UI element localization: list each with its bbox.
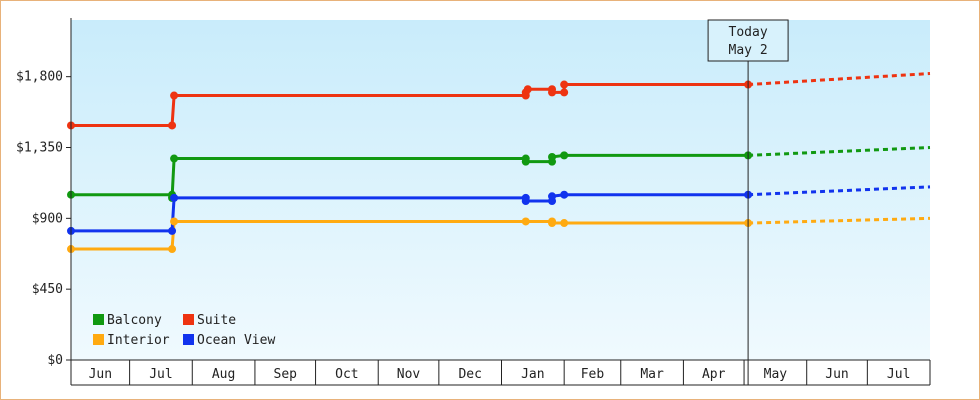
legend-swatch bbox=[93, 334, 104, 345]
series-projection-interior bbox=[748, 216, 931, 225]
legend-label: Suite bbox=[197, 313, 236, 328]
data-point bbox=[560, 151, 569, 160]
data-point bbox=[521, 217, 530, 226]
y-tick-label: $1,800 bbox=[16, 70, 63, 85]
y-tick-label: $1,350 bbox=[16, 141, 63, 156]
y-tick-label: $0 bbox=[47, 353, 63, 368]
data-point bbox=[521, 157, 530, 166]
data-point bbox=[168, 226, 177, 235]
data-point bbox=[168, 121, 177, 130]
legend-swatch bbox=[183, 334, 194, 345]
data-point bbox=[170, 217, 179, 226]
series-projection-balcony bbox=[748, 146, 931, 157]
data-point bbox=[523, 85, 532, 94]
x-tick-label: Sep bbox=[274, 367, 298, 382]
today-label-box bbox=[707, 19, 789, 62]
x-tick-label: Jun bbox=[825, 367, 848, 382]
legend: Balcony Suite Interior Ocean View bbox=[93, 313, 275, 348]
data-point bbox=[170, 193, 179, 202]
x-tick-label: Jul bbox=[149, 367, 172, 382]
x-tick-label: Jan bbox=[521, 367, 544, 382]
x-tick-label: Jun bbox=[89, 367, 112, 382]
x-tick-label: Jul bbox=[887, 367, 910, 382]
legend-swatch bbox=[93, 314, 104, 325]
data-point bbox=[548, 192, 557, 201]
data-point bbox=[170, 91, 179, 100]
x-tick-label: Mar bbox=[640, 367, 664, 382]
legend-label: Balcony bbox=[107, 313, 162, 328]
plot-area bbox=[71, 20, 930, 360]
x-tick-label: Apr bbox=[702, 367, 726, 382]
x-tick-label: May bbox=[764, 367, 788, 382]
x-tick-label: Feb bbox=[581, 367, 605, 382]
data-point bbox=[560, 219, 569, 228]
y-tick-label: $450 bbox=[32, 282, 63, 297]
data-point bbox=[548, 219, 557, 228]
today-marker: Today May 2 bbox=[707, 19, 789, 385]
data-point bbox=[560, 88, 569, 97]
x-tick-label: Oct bbox=[335, 367, 358, 382]
x-tick-label: Aug bbox=[212, 367, 235, 382]
data-point bbox=[560, 190, 569, 199]
legend-label: Interior bbox=[107, 333, 170, 348]
x-tick-label: Dec bbox=[458, 367, 481, 382]
today-date: May 2 bbox=[729, 43, 768, 58]
data-point bbox=[170, 154, 179, 163]
data-point bbox=[548, 88, 557, 97]
x-tick-label: Nov bbox=[397, 367, 421, 382]
series-projection-suite bbox=[748, 72, 931, 87]
data-point bbox=[521, 197, 530, 206]
today-label: Today bbox=[729, 25, 768, 40]
data-point bbox=[560, 80, 569, 89]
axis-ticks: $0 $450 $900 $1,350 $1,800 Jun Jul Aug Sep Oct Nov… bbox=[16, 70, 931, 386]
legend-swatch bbox=[183, 314, 194, 325]
legend-label: Ocean View bbox=[197, 333, 275, 348]
data-point bbox=[168, 245, 177, 254]
series-layer bbox=[67, 72, 931, 254]
series-projection-ocean-view bbox=[748, 185, 931, 197]
data-point bbox=[548, 152, 557, 161]
y-tick-label: $900 bbox=[32, 211, 63, 226]
